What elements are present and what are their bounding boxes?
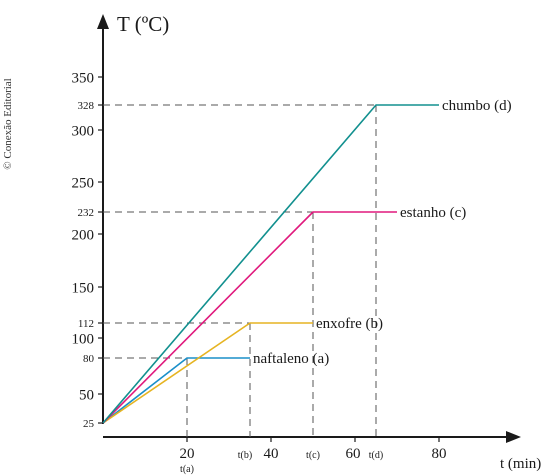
y-tick-label: 300 — [72, 123, 95, 139]
y-tick-label: 232 — [78, 207, 95, 219]
y-tick-label: 150 — [72, 280, 95, 296]
copyright-credit: © Conexão Editorial — [2, 78, 14, 169]
series-line — [102, 104, 439, 424]
x-event-label: t(a) — [180, 464, 194, 475]
x-tick-label: 60 — [346, 446, 361, 462]
x-axis-arrow — [506, 431, 521, 443]
x-event-label: t(c) — [306, 450, 320, 461]
y-tick-label: 200 — [72, 227, 95, 243]
series-line — [102, 357, 250, 424]
x-event-label: t(b) — [238, 450, 252, 461]
x-ticks: 20 40 60 80 t(a) t(b) t(c) t(d) — [180, 437, 447, 475]
y-axis-arrow — [97, 14, 109, 29]
series-label: enxofre (b) — [316, 316, 383, 332]
y-tick-label: 112 — [78, 318, 94, 330]
series-labels: naftaleno (a) enxofre (b) estanho (c) chumb… — [253, 98, 512, 367]
x-tick-label: 80 — [432, 446, 447, 462]
series-lines — [102, 104, 439, 424]
guide-lines — [103, 104, 377, 437]
y-tick-label: 350 — [72, 70, 95, 86]
y-tick-label: 328 — [78, 100, 95, 112]
series-label: estanho (c) — [400, 205, 466, 221]
y-tick-label: 100 — [72, 331, 95, 347]
series-line — [102, 211, 397, 424]
series-label: chumbo (d) — [442, 98, 512, 114]
y-tick-label: 250 — [72, 175, 95, 191]
y-tick-label: 80 — [83, 353, 95, 365]
series-line — [102, 322, 313, 424]
y-tick-label: 50 — [79, 387, 94, 403]
x-event-label: t(d) — [369, 450, 383, 461]
series-label: naftaleno (a) — [253, 351, 329, 367]
x-axis-title: t (min) — [500, 456, 541, 472]
x-tick-label: 20 — [180, 446, 195, 462]
y-tick-label: 25 — [83, 418, 95, 430]
y-axis-title: T (ºC) — [117, 12, 169, 36]
x-tick-label: 40 — [264, 446, 279, 462]
